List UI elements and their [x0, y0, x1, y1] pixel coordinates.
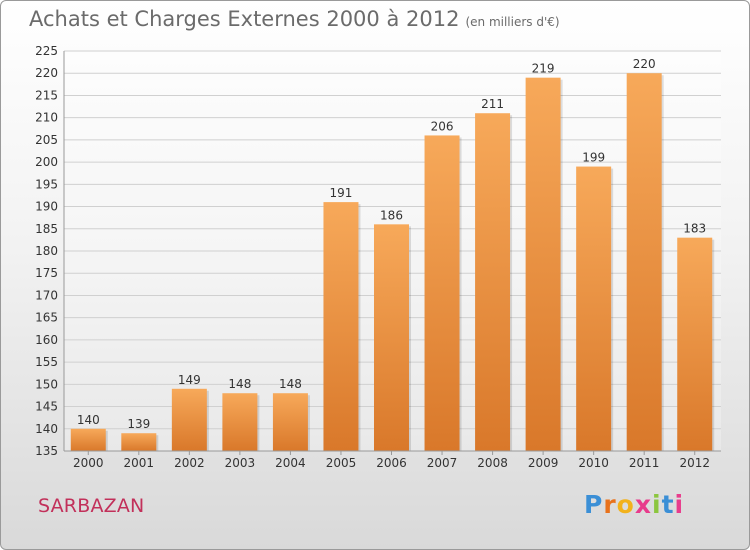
- location-label: SARBAZAN: [38, 495, 145, 517]
- x-tick-label: 2000: [73, 456, 104, 470]
- value-label: 220: [633, 57, 656, 71]
- x-tick-label: 2004: [275, 456, 306, 470]
- value-label: 139: [127, 417, 150, 431]
- x-tick-label: 2001: [124, 456, 155, 470]
- y-tick-label: 175: [35, 266, 58, 280]
- value-label: 186: [380, 208, 403, 222]
- x-tick-label: 2009: [528, 456, 559, 470]
- logo-letter: P: [584, 490, 604, 519]
- y-tick-label: 145: [35, 400, 58, 414]
- y-tick-label: 210: [35, 111, 58, 125]
- logo-letter: r: [603, 490, 617, 519]
- bar-2005: [323, 202, 359, 451]
- logo-letter: i: [652, 490, 662, 519]
- y-tick-label: 215: [35, 88, 58, 102]
- value-label: 183: [683, 222, 706, 236]
- y-tick-label: 195: [35, 177, 58, 191]
- logo-letter: t: [661, 490, 675, 519]
- bar-2000: [70, 428, 106, 451]
- value-label: 148: [228, 377, 251, 391]
- x-tick-label: 2002: [174, 456, 205, 470]
- value-label: 206: [431, 119, 454, 133]
- bar-2002: [171, 388, 207, 451]
- y-tick-label: 160: [35, 333, 58, 347]
- bar-2011: [626, 73, 662, 451]
- value-label: 191: [330, 186, 353, 200]
- y-tick-label: 190: [35, 200, 58, 214]
- unit-label: (en milliers d'€): [465, 15, 560, 29]
- value-label: 149: [178, 373, 201, 387]
- value-label: 148: [279, 377, 302, 391]
- x-tick-label: 2007: [427, 456, 458, 470]
- axis-layer: 135 140 145 150 155 160 165 170 175 180 185 190 195 2…: [35, 44, 721, 470]
- logo-letter: x: [634, 490, 652, 519]
- y-tick-label: 140: [35, 422, 58, 436]
- y-tick-label: 165: [35, 311, 58, 325]
- logo-letter: o: [616, 490, 635, 519]
- chart-title: Achats et Charges Externes 2000 à 2012 (e…: [29, 7, 560, 31]
- logo-letter: i: [674, 490, 685, 519]
- bar-2004: [272, 393, 308, 451]
- y-tick-label: 170: [35, 288, 58, 302]
- x-tick-label: 2008: [477, 456, 508, 470]
- labels-layer: 140 139 149 148 148 191 186 206 211 219 199 220 183: [77, 57, 706, 431]
- bar-2008: [475, 113, 511, 451]
- y-tick-label: 155: [35, 355, 58, 369]
- bar-2009: [525, 77, 561, 452]
- y-tick-label: 185: [35, 222, 58, 236]
- x-tick-label: 2010: [578, 456, 609, 470]
- y-tick-label: 205: [35, 133, 58, 147]
- value-label: 199: [582, 151, 605, 165]
- bar-2006: [374, 224, 409, 451]
- bar-2007: [424, 135, 460, 451]
- x-tick-label: 2005: [326, 456, 357, 470]
- proxiti-logo[interactable]: Proxiti: [584, 490, 684, 519]
- value-label: 211: [481, 97, 504, 111]
- bar-2003: [222, 393, 258, 451]
- y-tick-label: 200: [35, 155, 58, 169]
- y-tick-label: 225: [35, 44, 58, 58]
- y-tick-label: 220: [35, 66, 58, 80]
- title-text: Achats et Charges Externes 2000 à 2012: [29, 7, 460, 31]
- y-tick-label: 135: [35, 444, 58, 458]
- y-tick-label: 180: [35, 244, 58, 258]
- value-label: 219: [532, 62, 555, 76]
- bar-2010: [576, 166, 612, 452]
- bar-2001: [121, 433, 157, 451]
- y-tick-label: 150: [35, 377, 58, 391]
- x-tick-label: 2006: [376, 456, 407, 470]
- x-tick-label: 2012: [679, 456, 710, 470]
- bar-2012: [677, 237, 713, 451]
- x-tick-label: 2003: [225, 456, 256, 470]
- value-label: 140: [77, 413, 100, 427]
- x-tick-label: 2011: [629, 456, 660, 470]
- bars-layer: [70, 73, 715, 452]
